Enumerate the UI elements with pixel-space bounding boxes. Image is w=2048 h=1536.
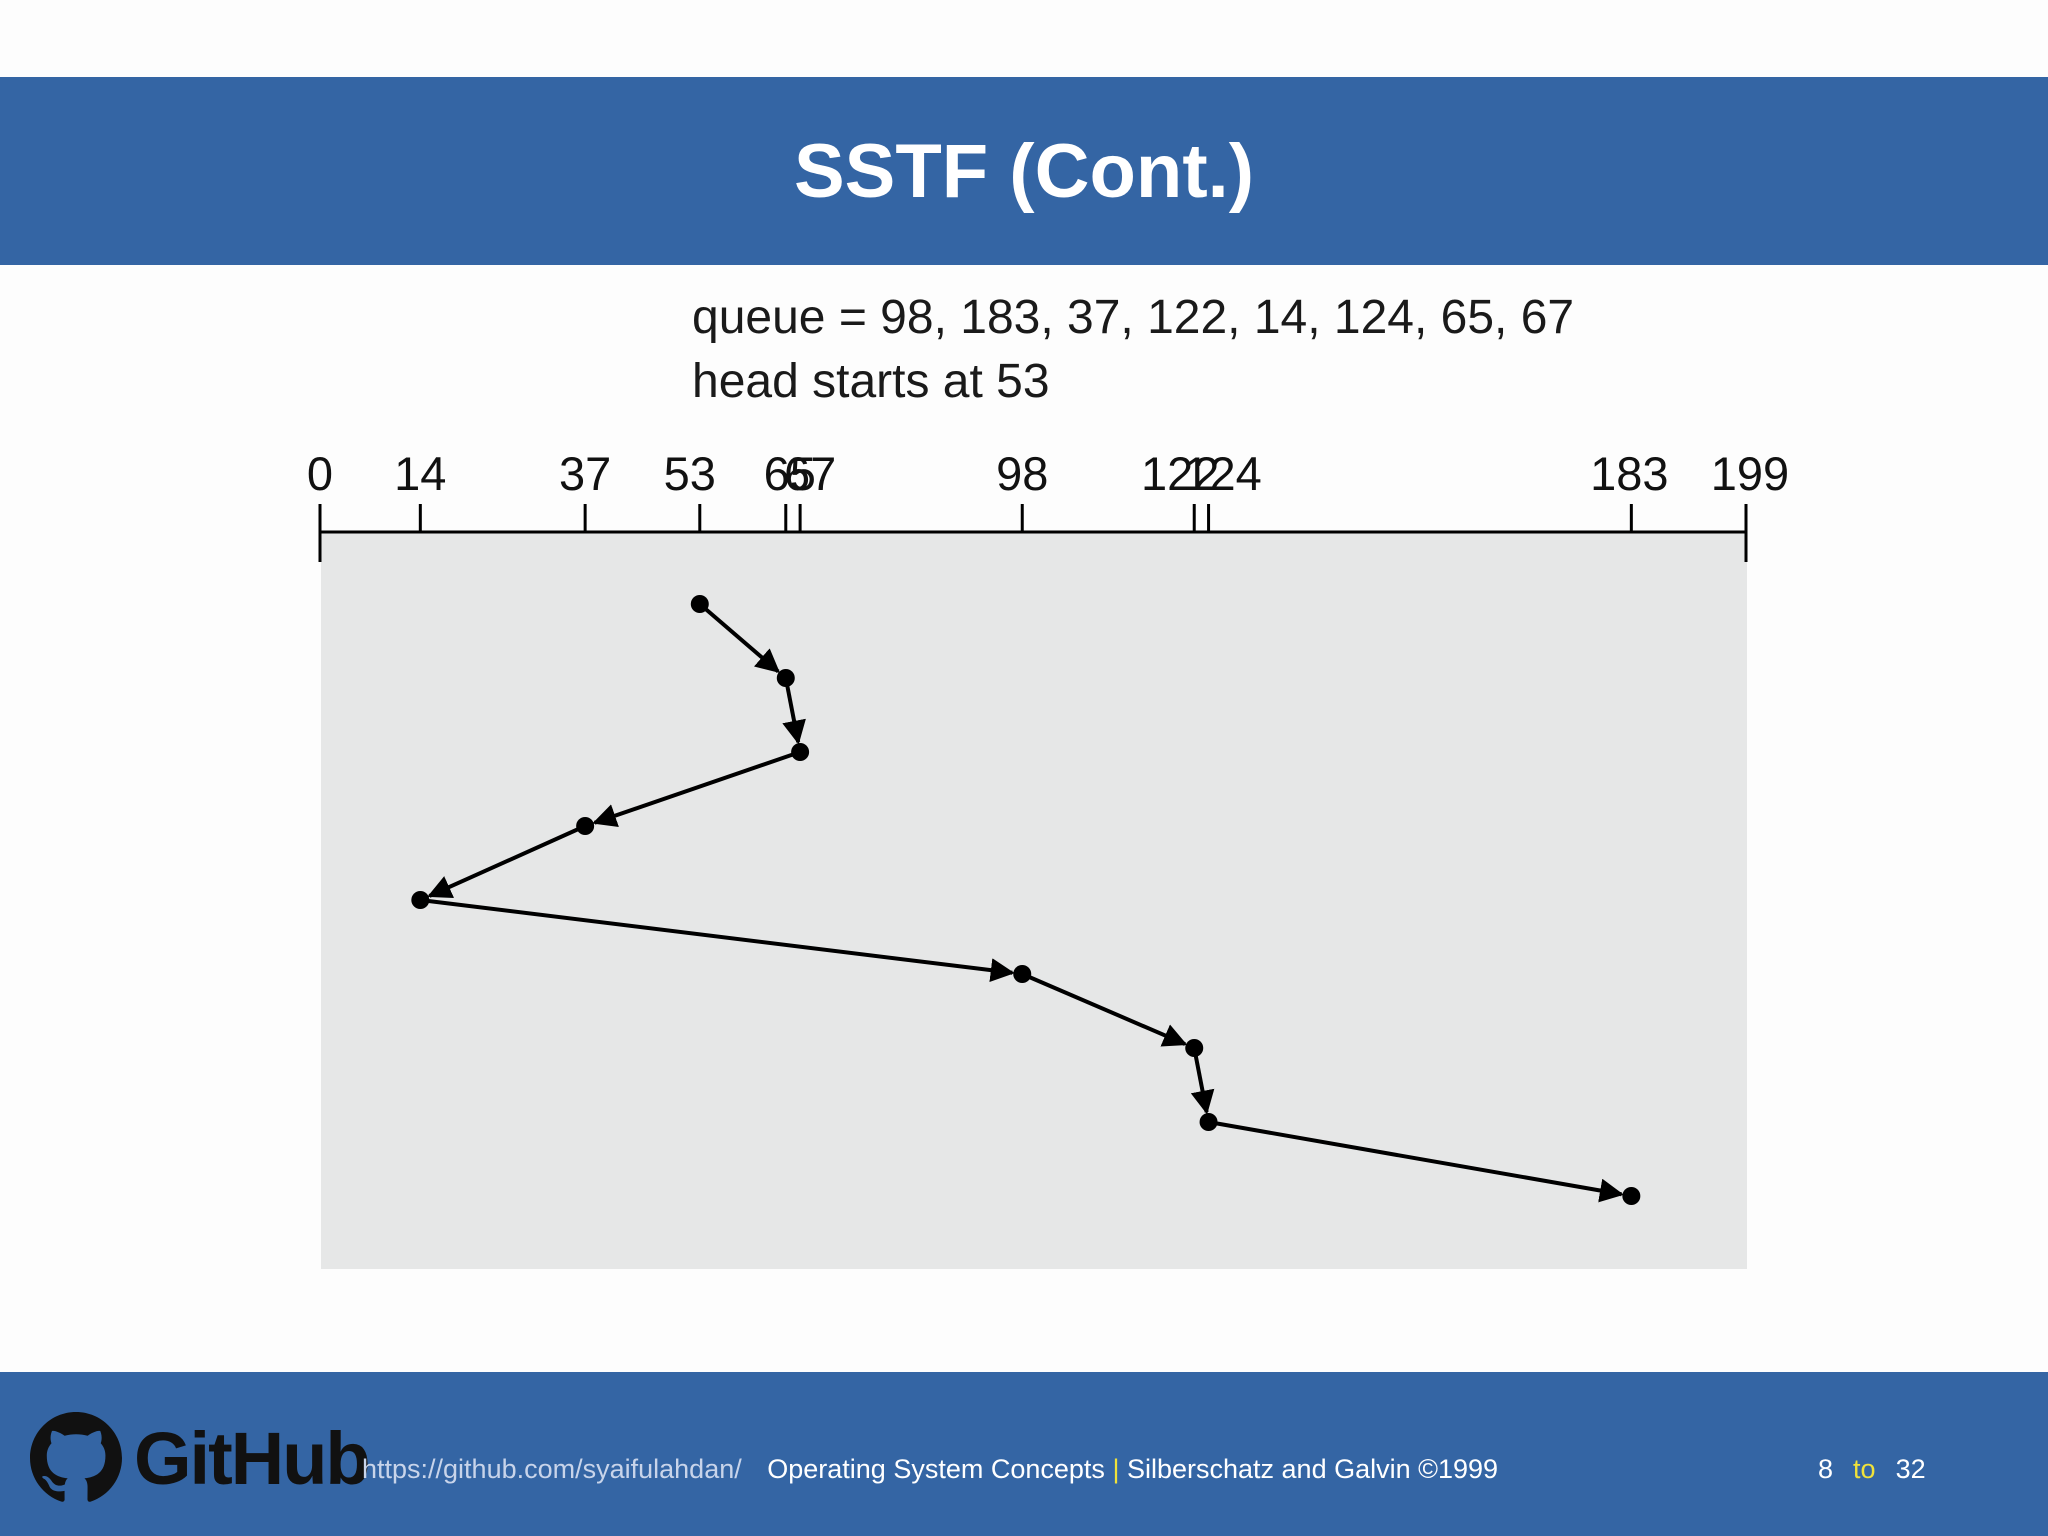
head-start-line: head starts at 53 bbox=[692, 355, 1050, 408]
tick-label-67: 67 bbox=[784, 447, 836, 500]
course-title: Operating System Concepts bbox=[767, 1454, 1105, 1484]
page-current: 8 bbox=[1818, 1454, 1834, 1484]
tick-label-199: 199 bbox=[1711, 447, 1789, 500]
footer-separator: | bbox=[1112, 1454, 1120, 1484]
github-logo: GitHub bbox=[30, 1412, 371, 1504]
request-point-14 bbox=[411, 891, 430, 909]
tick-label-53: 53 bbox=[664, 447, 716, 500]
axis-ticks bbox=[318, 504, 1748, 562]
seek-arrow-124-to-183 bbox=[1208, 1120, 1624, 1203]
authors-credit: Silberschatz and Galvin ©1999 bbox=[1126, 1454, 1499, 1484]
footer-url-link[interactable]: https://github.com/syaifulahdan/ bbox=[362, 1454, 742, 1484]
queue-line: queue = 98, 183, 37, 122, 14, 124, 65, 6… bbox=[692, 291, 1575, 344]
page-total: 32 bbox=[1895, 1454, 1926, 1484]
seek-arrow-37-to-14 bbox=[427, 824, 586, 899]
request-point-37 bbox=[576, 817, 595, 835]
request-point-65 bbox=[776, 669, 795, 687]
tick-label-183: 183 bbox=[1590, 447, 1668, 500]
request-point-183 bbox=[1622, 1187, 1641, 1205]
request-point-98 bbox=[1013, 965, 1032, 983]
request-point-67 bbox=[791, 743, 810, 761]
queue-description: queue = 98, 183, 37, 122, 14, 124, 65, 6… bbox=[692, 286, 1574, 414]
tick-label-124: 124 bbox=[1183, 447, 1261, 500]
seek-arrow-67-to-37 bbox=[592, 750, 801, 828]
tick-label-65: 65 bbox=[764, 447, 816, 500]
tick-label-37: 37 bbox=[559, 447, 611, 500]
head-movement-path bbox=[420, 602, 1624, 1203]
slide-pager: 8 to 32 bbox=[1818, 1454, 1926, 1485]
seek-arrow-98-to-122 bbox=[1021, 972, 1188, 1047]
seek-arrow-53-to-65 bbox=[698, 602, 781, 674]
seek-arrow-122-to-124 bbox=[1190, 1047, 1215, 1115]
request-point-122 bbox=[1185, 1039, 1204, 1057]
request-point-124 bbox=[1199, 1113, 1218, 1131]
request-point-53 bbox=[690, 595, 709, 613]
footer-bar: GitHub https://github.com/syaifulahdan/ … bbox=[0, 1372, 2048, 1536]
footer-credits: https://github.com/syaifulahdan/ Operati… bbox=[362, 1454, 1498, 1485]
request-points bbox=[411, 595, 1641, 1205]
tick-label-122: 122 bbox=[1141, 447, 1219, 500]
slide-title: SSTF (Cont.) bbox=[793, 128, 1255, 214]
github-wordmark: GitHub bbox=[134, 1416, 371, 1500]
page-to-word: to bbox=[1853, 1454, 1876, 1484]
tick-label-0: 0 bbox=[307, 447, 333, 500]
seek-arrow-14-to-98 bbox=[420, 898, 1015, 983]
title-bar: SSTF (Cont.) bbox=[0, 77, 2048, 265]
seek-arrow-65-to-67 bbox=[782, 677, 806, 745]
github-octocat-icon bbox=[30, 1412, 122, 1502]
tick-label-98: 98 bbox=[996, 447, 1048, 500]
diagram-panel bbox=[321, 532, 1747, 1269]
tick-label-14: 14 bbox=[394, 447, 446, 500]
